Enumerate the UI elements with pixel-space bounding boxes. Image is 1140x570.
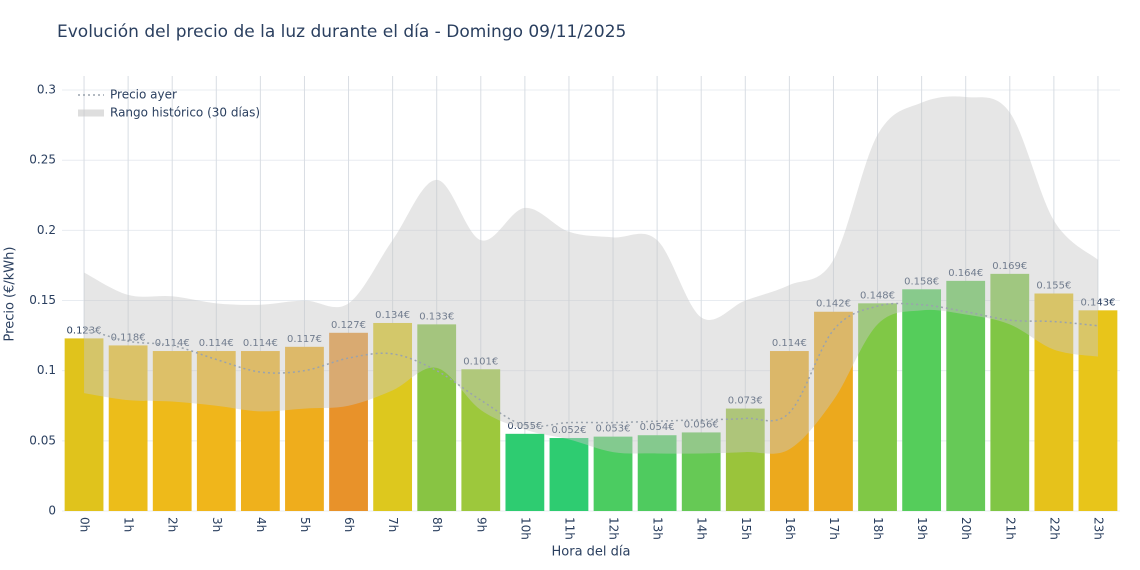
value-label: 0.073€ [728, 396, 763, 407]
bar [725, 408, 765, 511]
bars: 0.123€ 0.118€ 0.114€ 0.114€ 0.114€ 0.117€ 0.12… [64, 261, 1118, 511]
x-tick-label: 7h [386, 517, 400, 532]
value-label: 0.114€ [155, 338, 190, 349]
x-tick-label: 3h [210, 517, 224, 532]
x-tick-label: 21h [1003, 517, 1017, 540]
x-tick-label: 17h [827, 517, 841, 540]
x-axis-label: Hora del día [552, 545, 631, 560]
yesterday-line [83, 302, 1099, 428]
value-label: 0.158€ [904, 276, 939, 287]
bar [593, 436, 633, 511]
y-tick-label: 0.3 [37, 83, 56, 97]
value-label: 0.052€ [551, 425, 586, 436]
bar [64, 338, 104, 511]
x-tick-label: 13h [651, 517, 665, 540]
value-label: 0.155€ [1036, 281, 1071, 292]
x-tick-label: 19h [915, 517, 929, 540]
bar [637, 435, 677, 511]
bar [814, 311, 853, 511]
x-tick-label: 1h [122, 517, 136, 532]
value-label: 0.143€ [1080, 297, 1115, 308]
bar [769, 351, 809, 511]
x-tick-label: 23h [1091, 517, 1105, 540]
value-label: 0.133€ [419, 311, 454, 322]
y-tick-label: 0.15 [29, 293, 56, 307]
y-tick-label: 0.25 [29, 153, 56, 167]
value-label: 0.054€ [640, 422, 675, 433]
historic-range [84, 96, 1098, 454]
y-tick-label: 0.05 [29, 433, 56, 447]
bar [505, 433, 545, 511]
bar [373, 322, 413, 511]
value-label: 0.114€ [243, 338, 278, 349]
y-tick-label: 0 [48, 504, 56, 518]
value-label: 0.056€ [684, 419, 719, 430]
bar [902, 289, 942, 511]
x-tick-label: 16h [783, 517, 797, 540]
x-tick-label: 9h [474, 517, 488, 532]
bar [417, 324, 457, 511]
legend-label: Rango histórico (30 días) [110, 106, 260, 120]
legend: Precio ayer Rango histórico (30 días) [78, 88, 260, 120]
x-tick-label: 5h [298, 517, 312, 532]
y-tick-label: 0.1 [37, 363, 56, 377]
value-label: 0.114€ [772, 338, 807, 349]
bar [285, 346, 324, 511]
value-label: 0.142€ [816, 299, 851, 310]
x-tick-label: 22h [1047, 517, 1061, 540]
bar [240, 351, 280, 511]
value-label: 0.055€ [507, 421, 542, 432]
value-label: 0.148€ [860, 290, 895, 301]
value-label: 0.114€ [199, 338, 234, 349]
x-tick-label: 0h [78, 517, 92, 532]
x-tick-label: 2h [166, 517, 180, 532]
value-label: 0.101€ [463, 356, 498, 367]
legend-label: Precio ayer [110, 88, 177, 102]
bar [858, 303, 897, 511]
bar [152, 351, 192, 511]
x-tick-label: 20h [959, 517, 973, 540]
bar [196, 351, 236, 511]
x-tick-label: 4h [254, 517, 268, 532]
x-tick-label: 10h [518, 517, 532, 540]
value-label: 0.164€ [948, 268, 983, 279]
x-tick-label: 12h [607, 517, 621, 540]
bar [329, 332, 368, 511]
bar [461, 369, 501, 511]
x-tick-label: 8h [430, 517, 444, 532]
x-tick-label: 18h [871, 517, 885, 540]
bar [549, 438, 589, 511]
bar [1078, 310, 1118, 511]
bar [946, 280, 986, 511]
bar [1034, 293, 1074, 511]
y-axis-label: Precio (€/kWh) [3, 247, 18, 342]
bar [681, 432, 721, 511]
x-tick-label: 15h [739, 517, 753, 540]
value-label: 0.127€ [331, 320, 366, 331]
value-label: 0.134€ [375, 310, 410, 321]
chart-title: Evolución del precio de la luz durante e… [57, 22, 626, 42]
value-label: 0.118€ [111, 332, 146, 343]
x-tick-label: 6h [342, 517, 356, 532]
overlay [83, 96, 1099, 454]
bar [108, 345, 148, 511]
y-tick-label: 0.2 [37, 223, 56, 237]
x-tick-label: 14h [695, 517, 709, 540]
x-tick-label: 11h [562, 517, 576, 540]
value-label: 0.169€ [992, 261, 1027, 272]
value-label: 0.117€ [287, 334, 322, 345]
bar [990, 273, 1030, 511]
value-label: 0.053€ [596, 424, 631, 435]
value-label: 0.123€ [67, 325, 102, 336]
